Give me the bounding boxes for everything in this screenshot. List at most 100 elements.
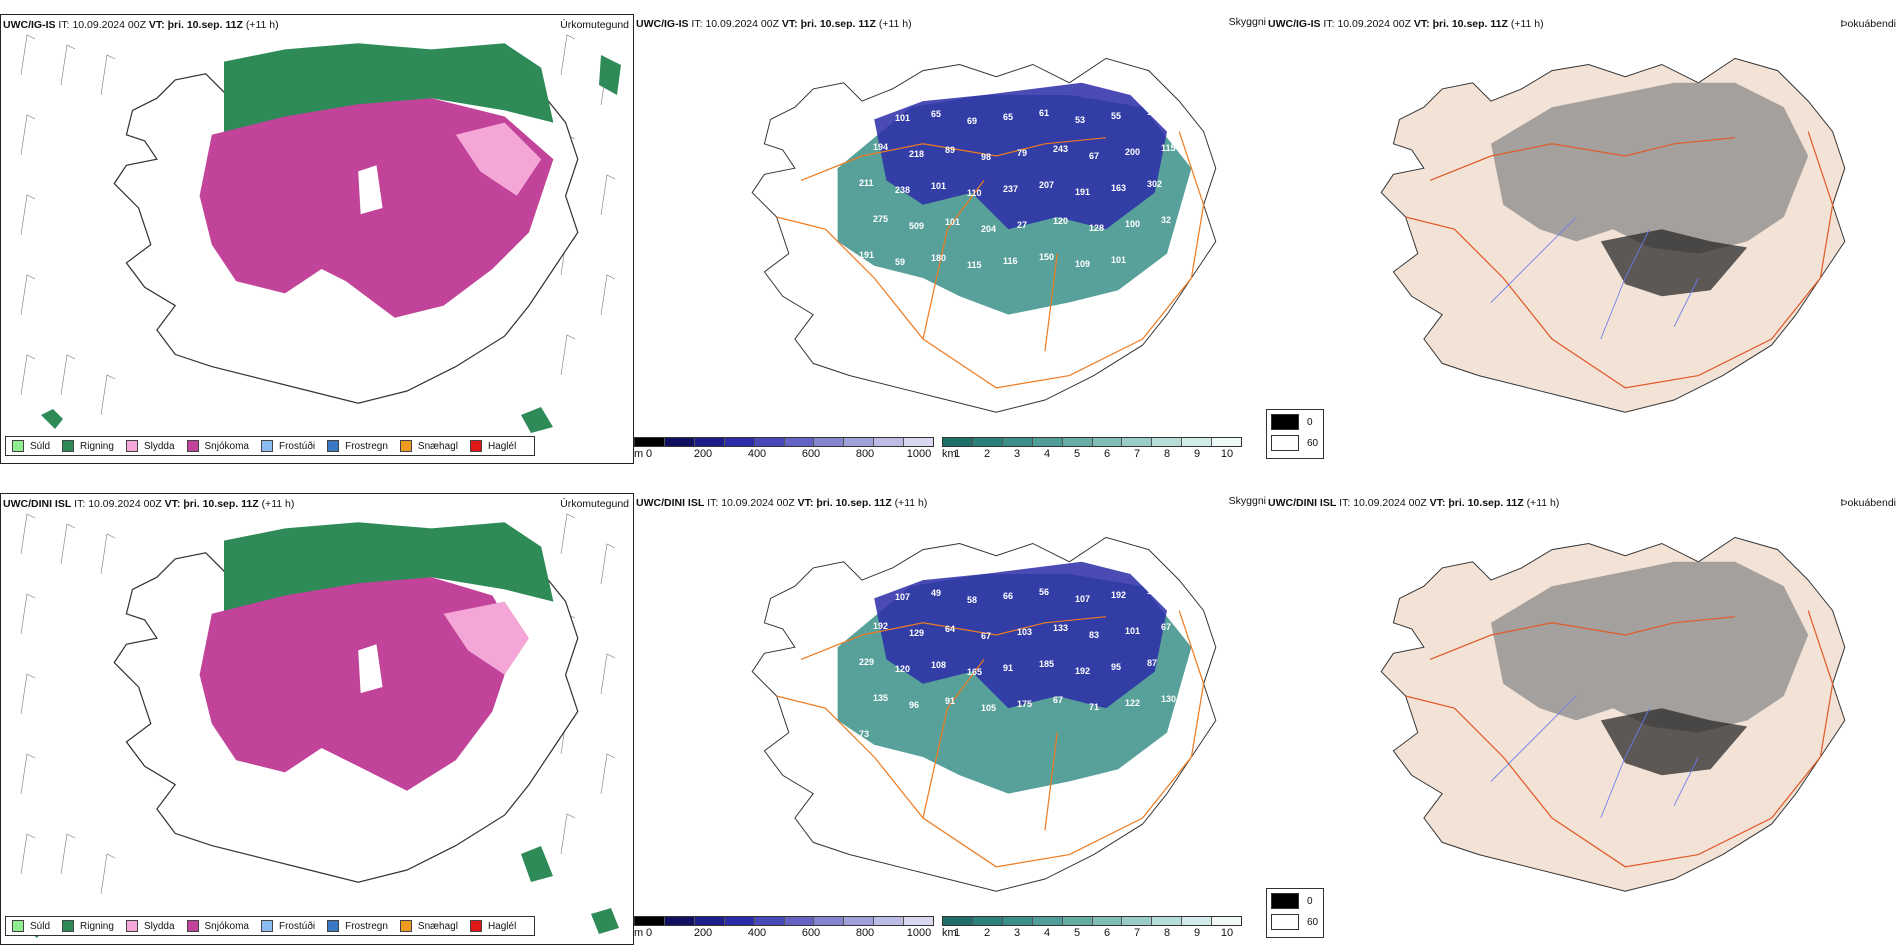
cloud-base-label: 103 [859, 106, 874, 116]
colorbar-segment [724, 917, 755, 925]
legend-label: Snjókoma [204, 440, 249, 452]
colorbar-tick: 4 [1043, 448, 1051, 460]
cloud-base-label: 135 [873, 693, 888, 703]
colorbar-unit: km [942, 927, 957, 939]
legend-item: Rigning [62, 920, 114, 932]
cloud-base-label: 98 [981, 152, 991, 162]
fog-title: UWC/DINI ISL IT: 10.09.2024 00Z VT: þri.… [1268, 497, 1560, 509]
cloud-base-label: 110 [967, 188, 982, 198]
cloud-base-label: 150 [1039, 252, 1054, 262]
clouds-variable-label: Skyggni [1228, 495, 1266, 507]
cloud-base-label: 32 [1161, 215, 1171, 225]
cloud-base-label: 58 [967, 595, 977, 605]
model-name: UWC/DINI ISL [3, 498, 72, 510]
fog-legend-item: 0 [1271, 414, 1313, 430]
colorbar-tick: 600 [801, 448, 821, 460]
cloud-base-label: 191 [859, 250, 874, 260]
colorbar-tick: 400 [747, 927, 767, 939]
cloud-base-label: 175 [1017, 699, 1032, 709]
cloud-base-label: 64 [945, 624, 955, 634]
colorbar-segment [1062, 438, 1093, 446]
rain-area [224, 522, 554, 614]
cloud-base-label: 122 [1125, 698, 1140, 708]
legend-item: Snæhagl [399, 440, 458, 452]
colorbar-segment [1212, 438, 1242, 446]
legend-label: Súld [30, 440, 51, 452]
cloud-base-label: 238 [895, 185, 910, 195]
cloud-base-label: 101 [895, 113, 910, 123]
precip-panel-row2: UWC/DINI ISL IT: 10.09.2024 00Z VT: þri.… [0, 493, 634, 945]
colorbar-tick: 5 [1073, 448, 1081, 460]
cloud-base-label: 87 [1147, 658, 1157, 668]
fog-legend-label: 60 [1307, 437, 1319, 449]
fog-area [1491, 561, 1809, 733]
cloud-base-label: 101 [931, 181, 946, 191]
colorbar-segment [694, 438, 725, 446]
legend-item: Frostúði [260, 440, 315, 452]
issue-time: 10.09.2024 00Z [88, 498, 162, 510]
colorbar-segment [664, 917, 695, 925]
colorbar-segment [874, 438, 905, 446]
cloud-base-label: 55 [1111, 111, 1121, 121]
colorbar-tick: 600 [801, 927, 821, 939]
legend-item: Snjókoma [186, 920, 249, 932]
colorbar-segment [1212, 917, 1242, 925]
colorbar-unit: km [942, 448, 957, 460]
legend-label: Frostregn [345, 920, 388, 932]
cloud-base-label: 67 [981, 631, 991, 641]
colorbar-tick: 9 [1193, 448, 1201, 460]
legend-swatch [12, 920, 24, 932]
roads [1405, 610, 1834, 868]
colorbar-segment [943, 438, 973, 446]
colorbar-segment [943, 917, 973, 925]
valid-time: þri. 10.sep. 11Z [183, 498, 259, 510]
legend-item: Haglél [469, 440, 516, 452]
fog-variable-label: Þokuábendi [1840, 497, 1896, 509]
fog-legend-label: 0 [1307, 416, 1313, 428]
cloud-base-label: 218 [909, 149, 924, 159]
fog-area [1491, 82, 1809, 254]
clouds-title: UWC/DINI ISL IT: 10.09.2024 00Z VT: þri.… [636, 497, 928, 509]
fog-title: UWC/IG-IS IT: 10.09.2024 00Z VT: þri. 10… [1268, 18, 1544, 30]
cloud-base-label: 101 [1125, 626, 1140, 636]
colorbar-tick: 1000 [906, 448, 932, 460]
cloud-base-label: 89 [945, 145, 955, 155]
legend-item: Snjókoma [186, 440, 249, 452]
legend-item: Frostregn [327, 920, 388, 932]
legend-swatch [62, 440, 75, 452]
cloud-base-label: 200 [1125, 147, 1140, 157]
colorbar-segment [784, 438, 815, 446]
colorbar-tick: 7 [1133, 448, 1141, 460]
colorbar-segment [1062, 917, 1093, 925]
legend-swatch [260, 920, 273, 932]
legend-label: Rigning [80, 440, 114, 452]
cloud-base-map: 103 107 49 58 66 56 107 192 116 192 129 64 67 103 133 8… [751, 536, 1217, 892]
colorbar-tick: 2 [983, 927, 991, 939]
precip-map [20, 34, 621, 433]
cloud-base-label: 61 [1039, 108, 1049, 118]
colorbar-tick: 6 [1103, 448, 1111, 460]
cloud-base-colorbar: m 0 200 400 600 800 1000 [634, 916, 934, 940]
fog-legend-label: 0 [1307, 895, 1313, 907]
cloud-base-label: 66 [1003, 591, 1013, 601]
colorbar-segment [1002, 917, 1033, 925]
cloud-base-label: 130 [1161, 694, 1176, 704]
legend-swatch [186, 920, 199, 932]
visibility-colorbar: km 1 2 3 4 5 6 7 8 9 10 [942, 916, 1242, 940]
colorbar-tick: 9 [1193, 927, 1201, 939]
legend-swatch [12, 440, 24, 452]
cloud-base-label: 73 [859, 729, 869, 739]
legend-item: Snæhagl [399, 920, 458, 932]
cloud-base-label: 91 [945, 696, 955, 706]
visibility-colorbar: km 1 2 3 4 5 6 7 8 9 10 [942, 437, 1242, 461]
colorbar-tick: 800 [855, 927, 875, 939]
legend-item: Slydda [125, 920, 175, 932]
fog-index-map [1380, 57, 1846, 413]
fog-index-map [1380, 536, 1846, 892]
colorbar-tick: 5 [1073, 927, 1081, 939]
cloud-base-label: 69 [967, 116, 977, 126]
cloud-base-label: 107 [895, 592, 910, 602]
cloud-base-label: 59 [895, 257, 905, 267]
colorbar-segment [904, 438, 934, 446]
legend-swatch [260, 440, 273, 452]
